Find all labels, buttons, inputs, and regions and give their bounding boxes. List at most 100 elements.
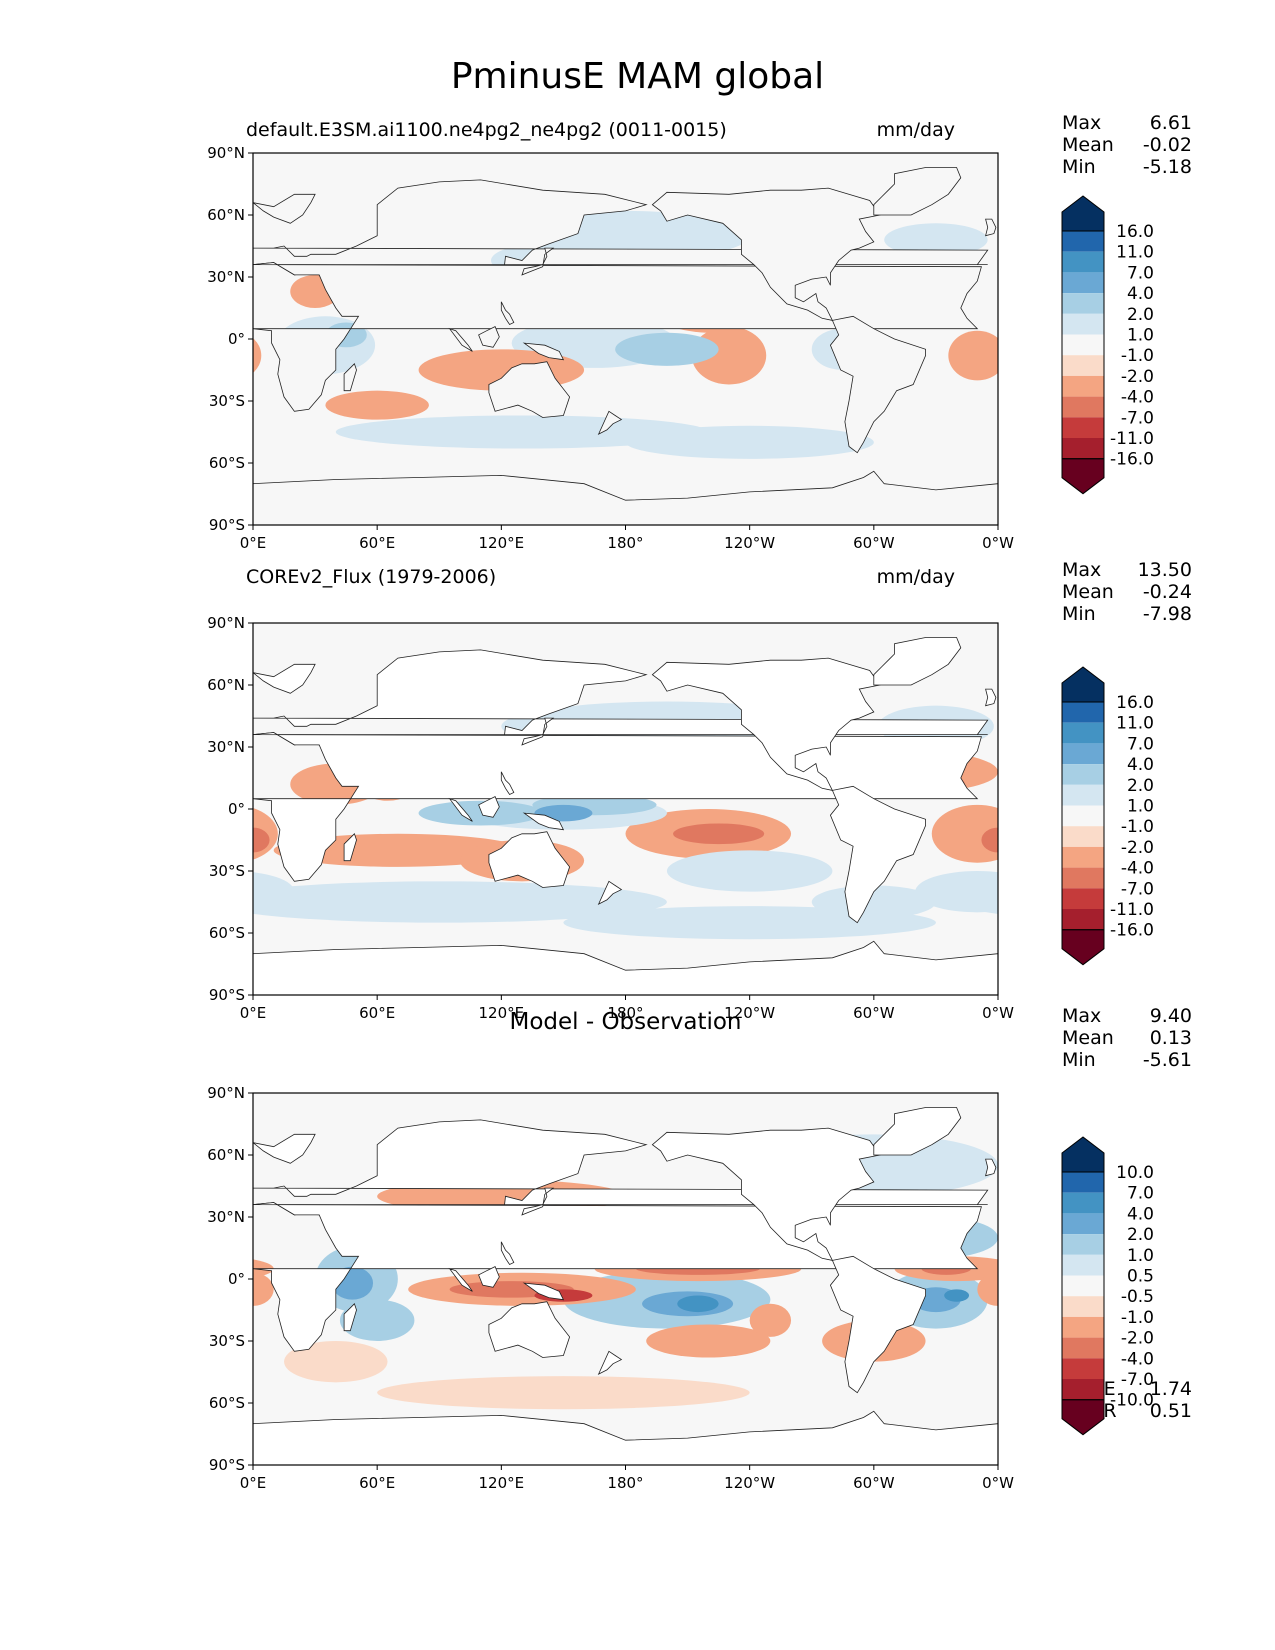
colorbar-swatch bbox=[1062, 1316, 1104, 1338]
colorbar-swatch bbox=[1062, 231, 1104, 252]
island-coastline bbox=[521, 1187, 555, 1216]
lon-tick-label: 0°E bbox=[240, 1474, 267, 1492]
island-coastline bbox=[521, 247, 555, 276]
lon-tick-label: 60°E bbox=[359, 534, 395, 552]
colorbar-tick-label: -4.0 bbox=[1121, 388, 1154, 408]
contour-region bbox=[1205, 797, 1275, 830]
lat-tick-label: 60°N bbox=[207, 1146, 245, 1164]
lon-tick-label: 0°E bbox=[240, 534, 267, 552]
colorbar-tick-label: -7.0 bbox=[1121, 879, 1154, 899]
colorbar-tick-label: -7.0 bbox=[1121, 408, 1154, 428]
stat-value: 0.13 bbox=[1149, 1027, 1192, 1049]
colorbar-swatch bbox=[1062, 417, 1104, 438]
contour-region bbox=[418, 800, 543, 826]
stat-key: Max bbox=[1062, 559, 1102, 581]
island-coastline bbox=[985, 1158, 997, 1177]
island-coastline bbox=[448, 797, 473, 822]
colorbar-swatch bbox=[1062, 334, 1104, 356]
colorbar-tick-label: -4.0 bbox=[1121, 1349, 1154, 1369]
stat-key: Mean bbox=[1062, 1027, 1114, 1049]
colorbar-tick-label: 4.0 bbox=[1127, 755, 1154, 775]
lon-tick-label: 0°E bbox=[240, 1004, 267, 1022]
colorbar-swatch bbox=[1062, 805, 1104, 827]
colorbar-tick-label: 7.0 bbox=[1127, 263, 1154, 283]
colorbar-swatch bbox=[1062, 396, 1104, 418]
contour-region bbox=[129, 300, 170, 321]
lon-tick-label: 180° bbox=[607, 1004, 643, 1022]
stat-key: Min bbox=[1062, 1049, 1096, 1071]
colorbar-tick-label: 7.0 bbox=[1127, 734, 1154, 754]
landmass bbox=[873, 167, 962, 216]
contour-region bbox=[377, 1376, 750, 1410]
stat-value: 9.40 bbox=[1149, 1005, 1192, 1027]
colorbar-swatch bbox=[1062, 702, 1104, 723]
stat-value: 13.50 bbox=[1137, 559, 1192, 581]
contour-region bbox=[0, 739, 25, 756]
colorbar-swatch bbox=[1062, 1358, 1104, 1379]
contour-region bbox=[46, 279, 212, 329]
colorbar-tick-label: 16.0 bbox=[1116, 222, 1154, 242]
lat-tick-label: 0° bbox=[228, 1270, 245, 1288]
lat-tick-label: 60°S bbox=[209, 454, 245, 472]
island-coastline bbox=[478, 796, 500, 818]
stat-min-1: Min -5.18 bbox=[1062, 156, 1192, 178]
contour-region bbox=[615, 332, 719, 366]
contour-region bbox=[1246, 702, 1275, 752]
contour-region bbox=[5, 1304, 46, 1337]
stat-value: 1.74 bbox=[1149, 1378, 1192, 1400]
colorbar-tick-label: 2.0 bbox=[1127, 776, 1154, 796]
colorbar-swatch bbox=[1062, 313, 1104, 335]
landmass bbox=[651, 657, 881, 791]
landmass bbox=[829, 1255, 926, 1394]
colorbar-tick-label: 2.0 bbox=[1127, 305, 1154, 325]
lat-tick-label: 90°S bbox=[209, 516, 245, 534]
contour-region bbox=[253, 881, 667, 923]
colorbar-tick-label: 1.0 bbox=[1127, 1246, 1154, 1266]
lat-tick-label: 60°S bbox=[209, 924, 245, 942]
island-coastline bbox=[521, 717, 555, 746]
stat-key: Max bbox=[1062, 112, 1102, 134]
contour-region bbox=[0, 823, 19, 844]
colorbar-swatch bbox=[1062, 722, 1104, 744]
colorbar-swatch bbox=[1062, 784, 1104, 806]
lat-tick-label: 30°N bbox=[207, 268, 245, 286]
contour-region bbox=[0, 1262, 15, 1274]
lat-tick-label: 90°S bbox=[209, 1456, 245, 1474]
contour-region bbox=[1164, 801, 1275, 826]
stat-max-2: Max 13.50 bbox=[1062, 559, 1192, 581]
contour-region bbox=[811, 885, 936, 919]
colorbar-extend-min bbox=[1061, 458, 1105, 495]
stat-max-3: Max 9.40 bbox=[1062, 1005, 1192, 1027]
lon-tick-label: 120°W bbox=[724, 1004, 775, 1022]
lat-tick-label: 0° bbox=[228, 800, 245, 818]
contour-region bbox=[253, 1272, 274, 1306]
colorbar-swatch bbox=[1062, 1234, 1104, 1255]
lon-tick-label: 60°E bbox=[359, 1474, 395, 1492]
colorbar-tick-label: -2.0 bbox=[1121, 838, 1154, 858]
colorbar-swatch bbox=[1062, 764, 1104, 785]
colorbar-2: 16.011.07.04.02.01.0-1.0-2.0-4.0-7.0-11.… bbox=[1061, 666, 1154, 966]
colorbar-frame bbox=[1061, 230, 1105, 460]
landmass bbox=[873, 637, 962, 686]
figure-title: PminusE MAM global bbox=[450, 56, 825, 97]
lon-tick-label: 120°E bbox=[479, 534, 525, 552]
colorbar-extend-max bbox=[1061, 195, 1105, 232]
lon-tick-label: 120°W bbox=[724, 534, 775, 552]
colorbar-swatch bbox=[1062, 826, 1104, 847]
contour-region bbox=[884, 223, 988, 257]
island-coastline bbox=[500, 1241, 515, 1266]
lat-tick-label: 60°N bbox=[207, 676, 245, 694]
lon-tick-label: 180° bbox=[607, 1474, 643, 1492]
island-coastline bbox=[597, 880, 623, 905]
contour-region bbox=[253, 338, 262, 373]
colorbar-tick-label: 7.0 bbox=[1127, 1184, 1154, 1204]
contour-region bbox=[253, 872, 295, 912]
panel-2-units: mm/day bbox=[876, 566, 955, 588]
colorbar-tick-label: -2.0 bbox=[1121, 367, 1154, 387]
contour-region bbox=[0, 426, 129, 459]
lon-tick-label: 60°W bbox=[853, 1474, 895, 1492]
colorbar-tick-label: -10.0 bbox=[1110, 1391, 1154, 1411]
lon-tick-label: 120°W bbox=[724, 1474, 775, 1492]
contour-region bbox=[87, 751, 253, 792]
stat-key: Mean bbox=[1062, 134, 1114, 156]
